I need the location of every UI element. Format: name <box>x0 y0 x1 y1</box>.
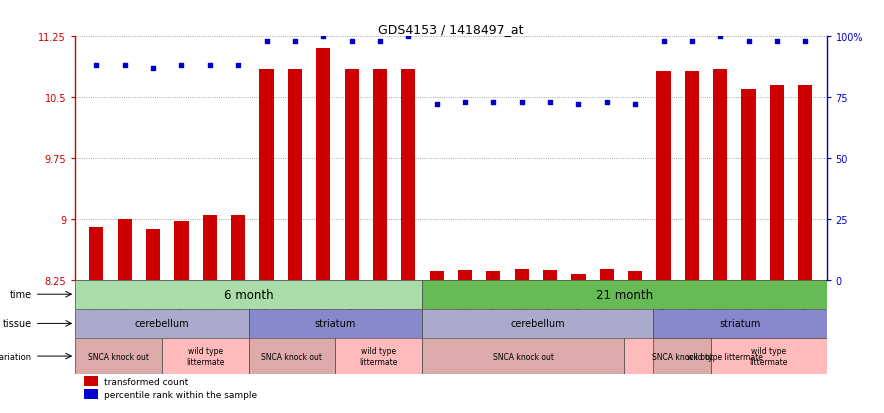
Point <box>599 100 613 106</box>
Point <box>770 39 784 45</box>
Text: wild type
littermate: wild type littermate <box>186 347 225 366</box>
Text: percentile rank within the sample: percentile rank within the sample <box>104 390 257 399</box>
Text: SNCA knock out: SNCA knock out <box>652 352 713 361</box>
Bar <box>316 49 331 280</box>
Text: wild type littermate: wild type littermate <box>688 352 763 361</box>
Point <box>571 102 585 109</box>
Point <box>174 63 188 70</box>
Point <box>401 34 415 40</box>
Text: cerebellum: cerebellum <box>510 319 565 329</box>
Bar <box>514 269 529 280</box>
Bar <box>288 69 302 280</box>
Point <box>742 39 756 45</box>
Bar <box>713 69 728 280</box>
Bar <box>174 222 188 280</box>
Text: wild type
littermate: wild type littermate <box>360 347 398 366</box>
Point <box>288 39 302 45</box>
Bar <box>571 274 585 280</box>
Bar <box>84 389 98 399</box>
Bar <box>146 230 160 280</box>
Bar <box>231 215 245 280</box>
Title: GDS4153 / 1418497_at: GDS4153 / 1418497_at <box>378 23 523 36</box>
Point <box>231 63 245 70</box>
Point <box>657 39 671 45</box>
Bar <box>624 338 827 374</box>
Bar <box>162 338 248 374</box>
Bar <box>202 215 217 280</box>
Bar <box>770 86 784 280</box>
Bar <box>89 227 103 280</box>
Point <box>146 65 160 72</box>
Bar <box>628 271 643 280</box>
Bar <box>742 90 756 280</box>
Bar <box>335 338 422 374</box>
Point <box>89 63 103 70</box>
Bar <box>458 270 472 280</box>
Bar <box>75 280 422 309</box>
Bar <box>401 69 415 280</box>
Bar <box>798 86 812 280</box>
Text: 6 month: 6 month <box>224 288 273 301</box>
Text: time: time <box>10 290 32 299</box>
Bar <box>657 72 671 280</box>
Text: transformed count: transformed count <box>104 377 188 386</box>
Point <box>628 102 642 109</box>
Bar <box>685 72 699 280</box>
Text: wild type
littermate: wild type littermate <box>750 347 788 366</box>
Text: striatum: striatum <box>720 319 760 329</box>
Point <box>543 100 557 106</box>
Text: cerebellum: cerebellum <box>134 319 189 329</box>
Bar <box>248 309 422 338</box>
Point <box>202 63 217 70</box>
Text: SNCA knock out: SNCA knock out <box>88 352 149 361</box>
Point <box>373 39 387 45</box>
Text: striatum: striatum <box>315 319 356 329</box>
Bar <box>75 309 248 338</box>
Bar <box>422 338 624 374</box>
Text: 21 month: 21 month <box>596 288 652 301</box>
Bar <box>248 338 335 374</box>
Bar <box>486 271 500 280</box>
Point <box>345 39 359 45</box>
Point <box>514 100 529 106</box>
Point <box>713 34 728 40</box>
Text: SNCA knock out: SNCA knock out <box>262 352 323 361</box>
Point <box>486 100 500 106</box>
Bar <box>118 219 132 280</box>
Point <box>316 34 331 40</box>
Bar <box>653 309 827 338</box>
Point <box>118 63 132 70</box>
Bar <box>543 270 557 280</box>
Point <box>685 39 699 45</box>
Bar <box>422 309 653 338</box>
Bar <box>345 69 359 280</box>
Point <box>798 39 812 45</box>
Point <box>458 100 472 106</box>
Bar <box>711 338 827 374</box>
Bar <box>430 271 444 280</box>
Point <box>260 39 274 45</box>
Bar <box>84 376 98 386</box>
Text: SNCA knock out: SNCA knock out <box>492 352 553 361</box>
Bar <box>75 338 162 374</box>
Bar <box>422 280 827 309</box>
Text: genotype/variation: genotype/variation <box>0 352 32 361</box>
Bar <box>599 269 613 280</box>
Point <box>430 102 444 109</box>
Bar <box>259 69 274 280</box>
Text: tissue: tissue <box>3 319 32 329</box>
Bar <box>373 69 387 280</box>
Bar <box>653 338 711 374</box>
